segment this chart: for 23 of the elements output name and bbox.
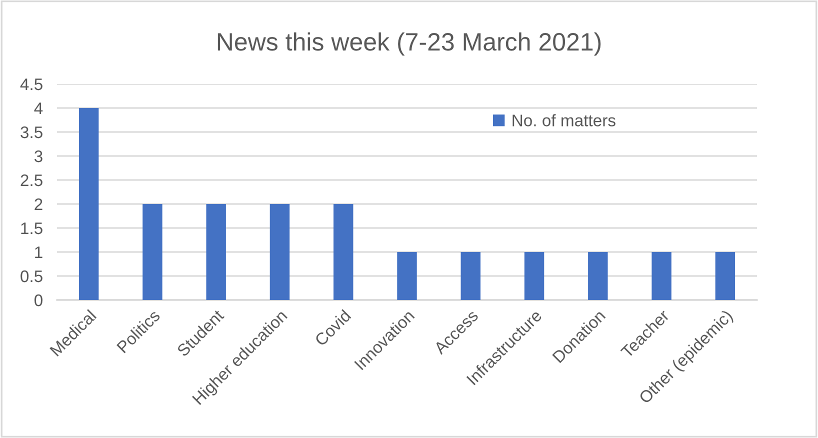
- y-tick-label: 0.5: [20, 270, 42, 282]
- bar: [460, 252, 480, 300]
- legend-label: No. of matters: [512, 114, 616, 126]
- bar: [206, 204, 226, 300]
- y-tick-label: 2: [34, 198, 42, 210]
- bar: [270, 204, 290, 300]
- bar: [524, 252, 544, 300]
- y-tick-label: 4.5: [20, 78, 42, 90]
- chart-title: News this week (7-23 March 2021): [218, 32, 601, 56]
- bar: [588, 252, 608, 300]
- bar: [142, 204, 162, 300]
- y-tick-label: 3.5: [20, 126, 42, 138]
- y-tick-label: 3: [34, 150, 42, 162]
- bar: [78, 108, 99, 300]
- y-tick-label: 1: [35, 246, 42, 258]
- bar: [715, 252, 736, 300]
- y-tick-label: 2.5: [20, 174, 42, 186]
- y-tick-label: 1.5: [21, 222, 42, 234]
- bar: [652, 252, 672, 300]
- y-tick-label: 0: [34, 294, 42, 306]
- y-tick-label: 4: [34, 102, 43, 114]
- bar: [334, 204, 354, 300]
- bar: [397, 252, 417, 300]
